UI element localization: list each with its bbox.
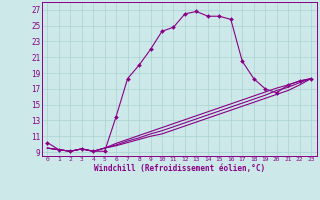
X-axis label: Windchill (Refroidissement éolien,°C): Windchill (Refroidissement éolien,°C) xyxy=(94,164,265,173)
